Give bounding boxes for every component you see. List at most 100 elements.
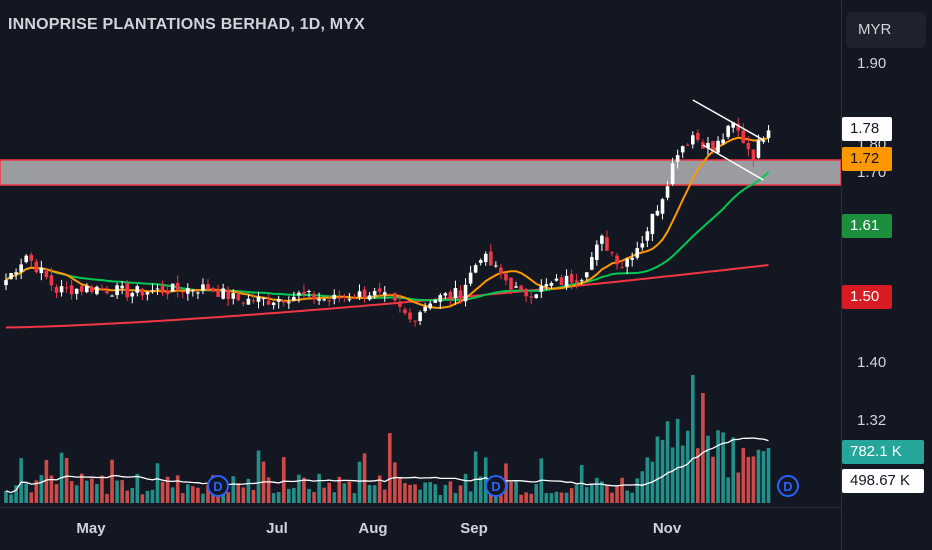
volume-bar (90, 478, 94, 503)
volume-bar (655, 436, 660, 503)
candle-body (746, 142, 751, 150)
volume-bar (191, 486, 195, 503)
volume-bar (635, 478, 640, 503)
resistance-zone (0, 159, 842, 186)
candle-body (610, 252, 614, 254)
volume-bar (367, 485, 372, 503)
volume-bar (251, 489, 256, 503)
volume-bar (423, 482, 427, 503)
candle-body (79, 285, 84, 292)
candle-body (44, 270, 49, 278)
candle-body (549, 282, 554, 286)
currency-selector[interactable]: MYR (846, 12, 926, 48)
candle-body (731, 122, 735, 128)
volume-bar (645, 457, 650, 503)
volume-bar (448, 481, 453, 503)
candle-body (372, 291, 377, 296)
volume-bar (549, 493, 554, 503)
candle-body (165, 290, 170, 295)
candle-body (14, 272, 18, 275)
volume-bar (483, 457, 488, 503)
candle-body (595, 244, 599, 261)
candle-body (448, 291, 453, 298)
volume-bar (478, 476, 483, 503)
candle-body (736, 123, 741, 131)
volume-bar (564, 492, 569, 503)
candle-body (569, 273, 574, 283)
volume-bar (670, 447, 675, 503)
candle-body (317, 299, 321, 301)
volume-bar (584, 487, 589, 503)
ma-slow-line (5, 264, 769, 329)
volume-bar (625, 490, 629, 503)
volume-bar (630, 492, 634, 503)
volume-bar (660, 439, 665, 503)
dividend-marker-label: D (491, 479, 500, 494)
volume-bar (489, 494, 493, 503)
candle-body (741, 130, 746, 143)
candle-body (625, 258, 629, 267)
candle-body (281, 300, 286, 303)
candle-body (564, 275, 569, 287)
volume-bar (19, 458, 23, 503)
candle-body (458, 290, 463, 299)
volume-bar (372, 485, 377, 503)
volume-ma-tag: 498.67 K (842, 469, 924, 493)
volume-bar (590, 484, 594, 503)
volume-bar (473, 451, 478, 503)
ma-slow-price-tag: 1.50 (842, 285, 892, 309)
candle-body (59, 286, 64, 293)
candle-body (292, 296, 296, 301)
volume-bar (529, 493, 533, 503)
candle-body (100, 288, 104, 290)
volume-bar (201, 493, 205, 503)
y-tick-label: 1.40 (857, 354, 887, 371)
volume-bar (766, 448, 771, 503)
volume-bar (180, 493, 185, 503)
chart-title: INNOPRISE PLANTATIONS BERHAD, 1D, MYX (8, 16, 366, 33)
volume-bar (317, 473, 321, 503)
volume-bar (751, 456, 756, 503)
candle-body (241, 302, 246, 304)
volume-bar (115, 480, 119, 503)
volume-bar (155, 463, 160, 503)
candle-body (620, 267, 624, 269)
candle-body (327, 300, 331, 302)
volume-bar (711, 456, 715, 503)
candle-body (39, 267, 44, 274)
volume-bar (403, 483, 407, 503)
volume-bar (574, 484, 579, 503)
candle-body (463, 284, 468, 302)
volume-bar (579, 465, 584, 503)
candle-body (24, 255, 28, 263)
volume-bar (4, 490, 8, 503)
volume-bar (453, 493, 458, 503)
volume-bar (362, 453, 367, 503)
candle-body (600, 235, 604, 244)
candle-body (90, 286, 94, 293)
volume-bar (85, 480, 89, 503)
volume-bar (44, 459, 49, 503)
volume-bar (382, 489, 387, 503)
candle-body (630, 257, 634, 260)
volume-bar (544, 493, 549, 503)
volume-bar (150, 489, 155, 503)
volume-bar (524, 492, 528, 503)
candle-body (74, 288, 79, 294)
candle-body (504, 273, 508, 281)
candle-body (135, 286, 140, 293)
volume-bar (554, 491, 559, 503)
volume-bar (615, 485, 619, 503)
volume-bar (640, 471, 645, 503)
dividend-marker-icon (207, 475, 229, 497)
candle-body (473, 265, 478, 273)
volume-bar (534, 484, 539, 503)
volume-bar (226, 492, 230, 503)
volume-bar (756, 449, 761, 503)
candle-body (655, 210, 660, 216)
dividend-marker-icon (485, 475, 507, 497)
volume-bar (170, 487, 175, 503)
dividend-marker-label: D (213, 479, 222, 494)
volume-bar (9, 494, 13, 503)
